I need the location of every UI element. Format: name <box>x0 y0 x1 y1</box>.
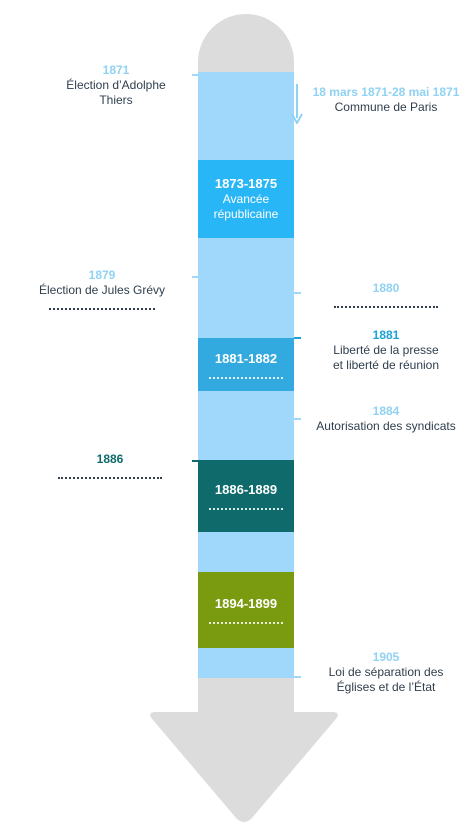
tick-1881 <box>294 337 301 339</box>
event-1905: 1905 Loi de séparation des Églises et de… <box>310 650 462 695</box>
event-description: Commune de Paris <box>334 100 438 114</box>
event-fill-blank[interactable] <box>58 477 162 479</box>
period-fill-blank[interactable] <box>209 508 283 510</box>
period-box-1873-1875: 1873-1875 Avancée républicaine <box>198 160 294 238</box>
period-label: 1894-1899 <box>214 596 278 611</box>
event-fill-blank[interactable] <box>334 306 438 308</box>
event-commune-de-paris: 18 mars 1871-28 mai 1871 Commune de Pari… <box>300 85 472 115</box>
event-1880: 1880 <box>310 281 462 308</box>
event-1879: 1879 Élection de Jules Grévy <box>16 268 188 310</box>
period-fill-blank[interactable] <box>209 376 283 379</box>
period-description-line1: Avancée <box>222 192 270 206</box>
event-year: 1905 <box>372 650 400 664</box>
tick-1871 <box>192 74 199 76</box>
event-year: 1884 <box>372 404 400 418</box>
period-label: 1886-1889 <box>214 482 278 497</box>
event-year: 1886 <box>96 452 124 466</box>
event-year: 1880 <box>372 281 400 295</box>
event-1871: 1871 Élection d’Adolphe Thiers <box>36 63 196 108</box>
event-description-line1: Loi de séparation des <box>328 665 444 679</box>
event-year: 1879 <box>88 268 116 282</box>
tick-1886 <box>192 460 199 462</box>
event-year: 1881 <box>372 328 400 342</box>
event-1886: 1886 <box>30 452 190 479</box>
timeline-arrow-head <box>150 712 338 822</box>
event-description-line1: Liberté de la presse <box>333 343 439 357</box>
period-fill-blank[interactable] <box>209 622 283 624</box>
event-description-line2: et liberté de réunion <box>332 358 440 372</box>
event-1881: 1881 Liberté de la presse et liberté de … <box>310 328 462 373</box>
period-label: 1873-1875 <box>214 176 278 191</box>
period-box-1894-1899: 1894-1899 <box>198 572 294 648</box>
event-description-line2: Églises et de l’État <box>336 680 436 694</box>
event-1884: 1884 Autorisation des syndicats <box>300 404 472 434</box>
period-box-1881-1882: 1881-1882 <box>198 338 294 391</box>
tick-1880 <box>294 292 301 294</box>
down-arrow-icon <box>291 84 303 124</box>
event-fill-blank[interactable] <box>49 308 155 310</box>
event-description-line2: Thiers <box>99 93 133 107</box>
tick-1884 <box>294 418 301 420</box>
period-box-1886-1889: 1886-1889 <box>198 460 294 532</box>
period-description-line2: républicaine <box>213 207 279 221</box>
tick-1879 <box>192 276 199 278</box>
event-description-line1: Élection d’Adolphe <box>66 78 166 92</box>
event-description: Élection de Jules Grévy <box>38 283 166 297</box>
event-description: Autorisation des syndicats <box>316 419 456 433</box>
period-label: 1881-1882 <box>214 350 278 366</box>
tick-1905 <box>294 676 301 678</box>
event-year: 1871 <box>102 63 130 77</box>
event-year: 18 mars 1871-28 mai 1871 <box>312 85 460 99</box>
